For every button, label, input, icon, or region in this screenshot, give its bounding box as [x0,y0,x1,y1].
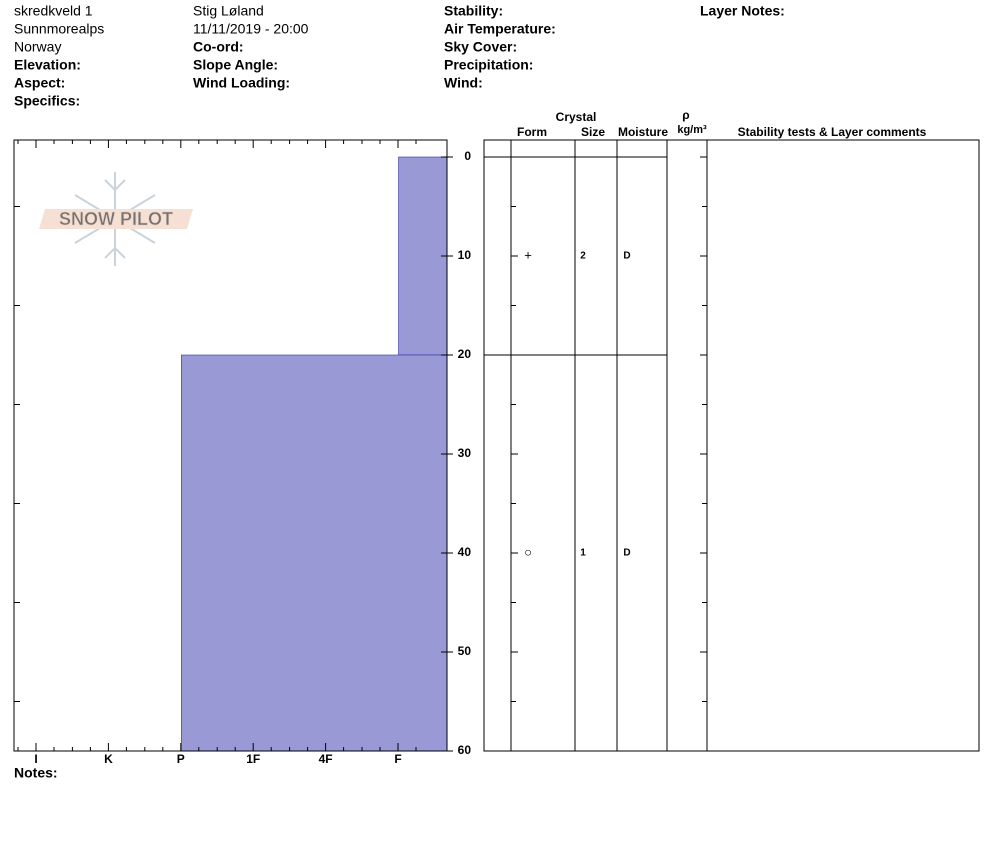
header-field: Aspect: [14,75,65,91]
hardness-tick-label: 1F [246,752,260,766]
grain-size: 1 [580,548,586,559]
th-form: Form [517,125,547,139]
hardness-tick-label: P [177,752,185,766]
header-field: Slope Angle: [193,57,278,73]
depth-tick-label: 50 [458,644,472,658]
hardness-bar [398,156,448,356]
plot-frame [13,139,448,752]
th-crystal: Crystal [556,110,597,124]
depth-tick-label: 20 [458,347,472,361]
table-frame [483,139,980,752]
depth-tick-label: 60 [458,743,472,757]
logo: SNOW PILOT [39,172,193,266]
moisture: D [623,251,630,262]
logo-text: SNOW PILOT [59,209,173,229]
notes-label: Notes: [14,765,58,781]
depth-tick-label: 0 [464,149,471,163]
hardness-tick-label: K [104,752,113,766]
header-field: Elevation: [14,57,81,73]
hardness-tick-label: 4F [319,752,333,766]
grain-form: ○ [524,544,532,559]
header-field: skredkveld 1 [14,3,93,19]
hardness-bar [181,354,448,752]
th-comments: Stability tests & Layer comments [738,125,927,139]
header-field: Sunnmorealps [14,21,104,37]
th-size: Size [581,125,605,139]
depth-tick-label: 40 [458,545,472,559]
moisture: D [623,548,630,559]
header-field: Norway [14,39,61,55]
header-field: Layer Notes: [700,3,785,19]
header-field: Precipitation: [444,57,533,73]
header-field: Stig Løland [193,3,264,19]
header-field: Specifics: [14,93,80,109]
hardness-tick-label: F [394,752,401,766]
grain-size: 2 [580,251,586,262]
header-field: Wind Loading: [193,75,290,91]
th-rho: ρ [682,108,689,122]
header-field: Co-ord: [193,39,244,55]
header-field: Sky Cover: [444,39,517,55]
grain-form: + [524,247,532,262]
header-field: Stability: [444,3,503,19]
header-field: Wind: [444,75,483,91]
header-field: Air Temperature: [444,21,556,37]
th-moisture: Moisture [618,125,668,139]
depth-tick-label: 30 [458,446,472,460]
hardness-tick-label: I [34,752,37,766]
depth-tick-label: 10 [458,248,472,262]
th-density-unit: kg/m³ [677,124,707,136]
header-field: 11/11/2019 - 20:00 [193,21,309,37]
